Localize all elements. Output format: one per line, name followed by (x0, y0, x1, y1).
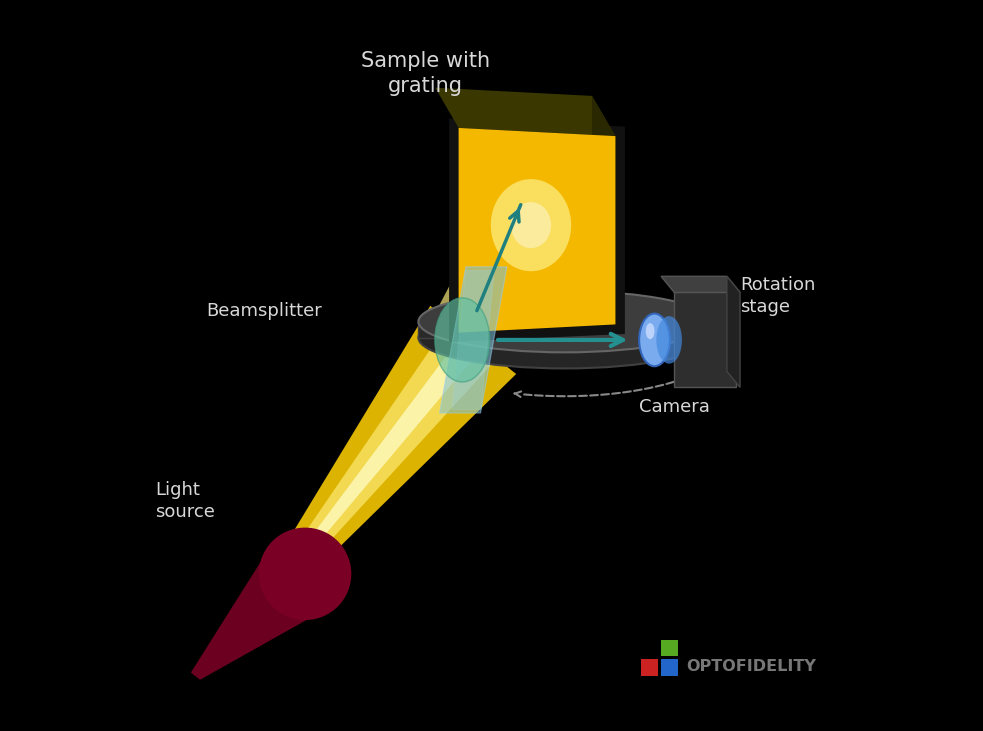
Bar (662, 640, 678, 656)
Polygon shape (308, 548, 329, 591)
Polygon shape (463, 196, 529, 344)
Polygon shape (419, 322, 711, 338)
Polygon shape (221, 333, 483, 658)
Ellipse shape (259, 528, 351, 620)
Ellipse shape (419, 307, 711, 368)
Ellipse shape (419, 291, 711, 352)
Ellipse shape (491, 179, 571, 271)
Ellipse shape (511, 202, 551, 248)
Polygon shape (726, 276, 740, 387)
Polygon shape (191, 546, 340, 680)
Text: Sample with
grating: Sample with grating (361, 51, 491, 96)
Text: OPTOFIDELITY: OPTOFIDELITY (687, 659, 817, 674)
FancyBboxPatch shape (674, 292, 736, 387)
Polygon shape (459, 128, 615, 333)
Ellipse shape (646, 323, 655, 339)
Ellipse shape (434, 298, 490, 382)
Polygon shape (452, 270, 494, 409)
Polygon shape (430, 189, 549, 356)
Polygon shape (449, 118, 625, 342)
Text: Camera: Camera (639, 398, 710, 417)
Polygon shape (450, 192, 538, 348)
Bar (641, 659, 659, 676)
Text: Light
source: Light source (155, 481, 215, 520)
Text: Beamsplitter: Beamsplitter (206, 302, 322, 319)
Polygon shape (592, 96, 615, 325)
Polygon shape (218, 306, 516, 660)
Text: Rotation
stage: Rotation stage (740, 276, 816, 316)
Ellipse shape (657, 316, 682, 363)
Polygon shape (662, 276, 740, 292)
Polygon shape (439, 267, 507, 413)
Ellipse shape (639, 314, 669, 366)
Polygon shape (435, 88, 615, 136)
Polygon shape (220, 321, 496, 659)
Bar (662, 659, 678, 676)
